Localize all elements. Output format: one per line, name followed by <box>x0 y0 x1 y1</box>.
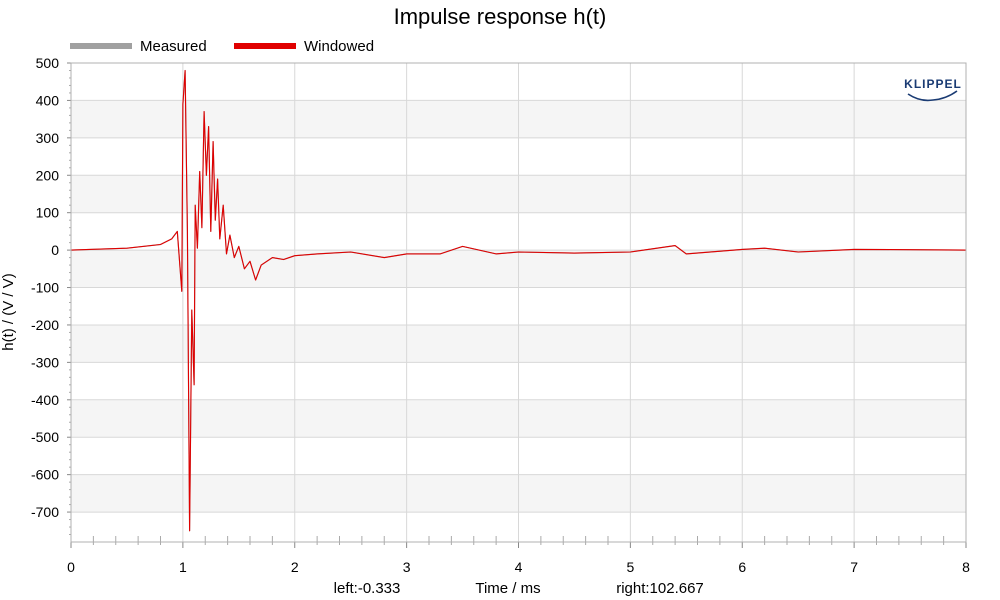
y-tick-label: -100 <box>31 280 59 296</box>
legend-swatch-measured <box>70 43 132 49</box>
legend-label-windowed: Windowed <box>304 38 374 55</box>
y-tick-label: 100 <box>36 205 60 221</box>
y-axis-label: h(t) / (V / V) <box>0 273 17 351</box>
x-tick-label: 6 <box>738 559 746 575</box>
legend-swatch-windowed <box>234 43 296 49</box>
x-tick-label: 0 <box>67 559 75 575</box>
x-tick-label: 1 <box>179 559 187 575</box>
series-layer <box>70 69 967 532</box>
x-tick-label: 2 <box>291 559 299 575</box>
y-tick-label: -500 <box>31 429 59 445</box>
left-window-annotation: left:-0.333 <box>334 580 401 597</box>
legend: Measured Windowed <box>70 38 374 55</box>
y-tick-label: 200 <box>36 167 60 183</box>
y-tick-label: -600 <box>31 467 59 483</box>
x-tick-label: 4 <box>515 559 523 575</box>
y-tick-label: -200 <box>31 317 59 333</box>
klippel-smile-icon <box>907 90 958 102</box>
plot-grid <box>70 62 967 542</box>
x-axis-label: Time / ms <box>475 580 540 597</box>
x-tick-label: 3 <box>403 559 411 575</box>
right-window-annotation: right:102.667 <box>616 580 704 597</box>
y-tick-label: 500 <box>36 55 60 71</box>
x-tick-label: 5 <box>626 559 634 575</box>
y-tick-label: 400 <box>36 92 60 108</box>
y-tick-label: 300 <box>36 130 60 146</box>
x-tick-label: 8 <box>962 559 970 575</box>
y-tick-label: -300 <box>31 354 59 370</box>
legend-label-measured: Measured <box>140 38 207 55</box>
y-tick-label: -700 <box>31 504 59 520</box>
plot-frame <box>70 62 967 543</box>
chart-title: Impulse response h(t) <box>394 4 607 29</box>
series-line-windowed <box>70 69 967 532</box>
y-axis-ticks: 500 400 300 200 100 0 -100 -200 -300 -400 -500 -600… <box>31 55 71 536</box>
logo-text: KLIPPEL <box>904 77 962 91</box>
y-tick-label: -400 <box>31 392 59 408</box>
y-tick-label: 0 <box>51 242 59 258</box>
klippel-logo: KLIPPEL <box>904 77 962 102</box>
x-tick-label: 7 <box>850 559 858 575</box>
